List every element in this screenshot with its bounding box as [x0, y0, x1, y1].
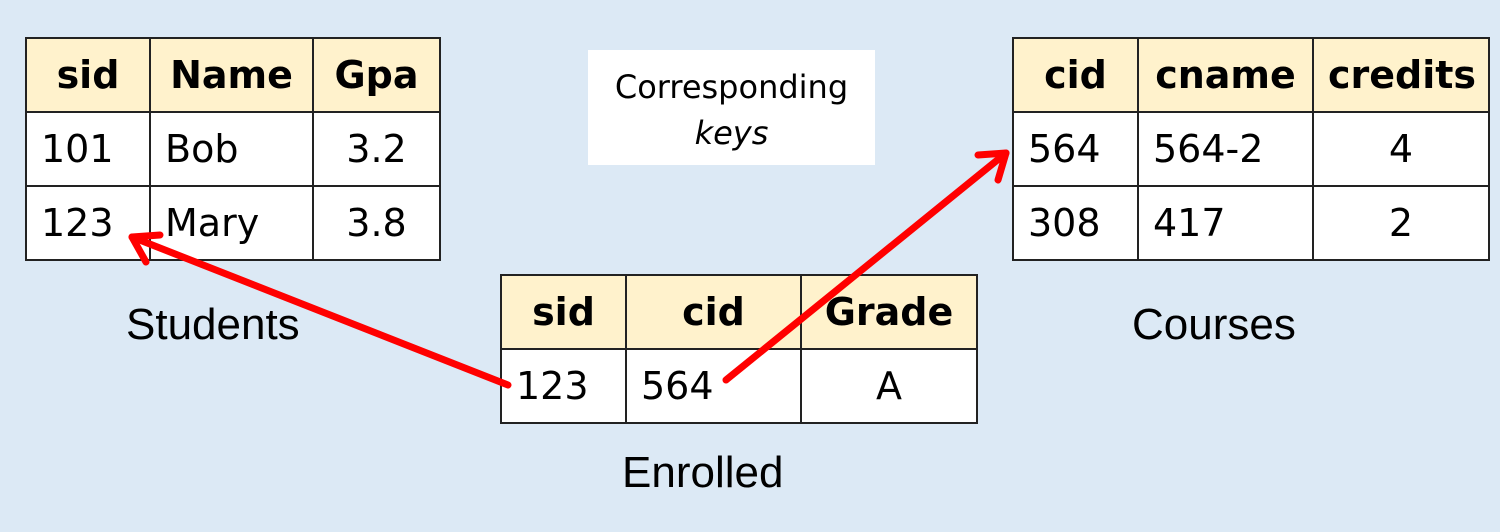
table-cell: Bob [150, 112, 313, 186]
table-cell: 417 [1138, 186, 1313, 260]
students-caption: Students [126, 300, 300, 350]
table-cell: 123 [26, 186, 150, 260]
column-header: cid [1013, 38, 1138, 112]
table-cell: A [801, 349, 977, 423]
table-cell: 564 [626, 349, 801, 423]
table-cell: Mary [150, 186, 313, 260]
enrolled-caption: Enrolled [622, 448, 783, 498]
table-cell: 3.8 [313, 186, 440, 260]
enrolled-table: sid cid Grade 123 564 A [500, 274, 978, 424]
note-line-2: keys [588, 110, 875, 156]
table-header-row: sid Name Gpa [26, 38, 440, 112]
note-line-1: Corresponding [588, 64, 875, 110]
table-cell: 3.2 [313, 112, 440, 186]
table-row: 123 564 A [501, 349, 977, 423]
students-table: sid Name Gpa 101 Bob 3.2 123 Mary 3.8 [25, 37, 441, 261]
arrowhead [978, 153, 1006, 180]
corresponding-keys-note: Corresponding keys [588, 50, 875, 165]
table-cell: 564 [1013, 112, 1138, 186]
courses-caption: Courses [1132, 300, 1296, 350]
table-cell: 564-2 [1138, 112, 1313, 186]
column-header: credits [1313, 38, 1489, 112]
table-row: 123 Mary 3.8 [26, 186, 440, 260]
table-cell: 101 [26, 112, 150, 186]
table-row: 564 564-2 4 [1013, 112, 1489, 186]
column-header: Gpa [313, 38, 440, 112]
table-cell: 308 [1013, 186, 1138, 260]
table-cell: 123 [501, 349, 626, 423]
table-cell: 4 [1313, 112, 1489, 186]
column-header: cid [626, 275, 801, 349]
table-header-row: sid cid Grade [501, 275, 977, 349]
column-header: Name [150, 38, 313, 112]
table-row: 308 417 2 [1013, 186, 1489, 260]
table-row: 101 Bob 3.2 [26, 112, 440, 186]
column-header: sid [501, 275, 626, 349]
table-header-row: cid cname credits [1013, 38, 1489, 112]
column-header: Grade [801, 275, 977, 349]
courses-table: cid cname credits 564 564-2 4 308 417 2 [1012, 37, 1490, 261]
table-cell: 2 [1313, 186, 1489, 260]
column-header: sid [26, 38, 150, 112]
column-header: cname [1138, 38, 1313, 112]
